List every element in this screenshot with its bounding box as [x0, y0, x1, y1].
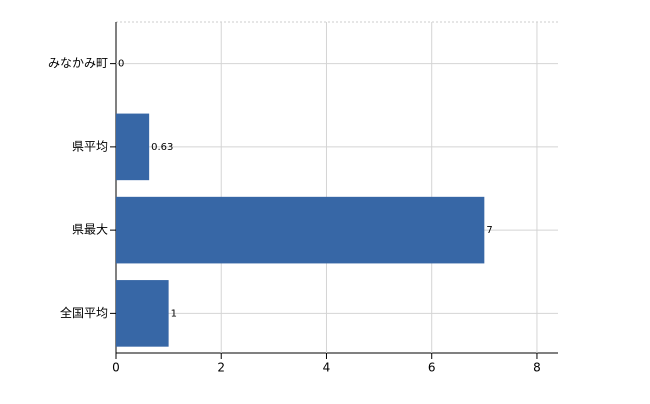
bar [116, 280, 169, 347]
y-tick-label: みなかみ町 [48, 56, 108, 70]
y-tick-label: 県平均 [72, 139, 108, 153]
y-tick-label: 全国平均 [60, 305, 108, 320]
x-tick-label: 6 [428, 361, 436, 375]
x-tick-label: 8 [533, 361, 541, 375]
bar [116, 113, 150, 181]
value-label: 7 [486, 225, 492, 236]
bar [116, 196, 485, 264]
x-tick-label: 0 [112, 361, 120, 375]
value-label: 0.63 [151, 142, 173, 153]
value-label: 1 [171, 308, 177, 319]
value-label: 0 [118, 59, 124, 70]
y-tick-label: 県最大 [72, 223, 108, 237]
x-tick-label: 2 [217, 361, 225, 375]
x-tick-label: 4 [323, 361, 331, 375]
